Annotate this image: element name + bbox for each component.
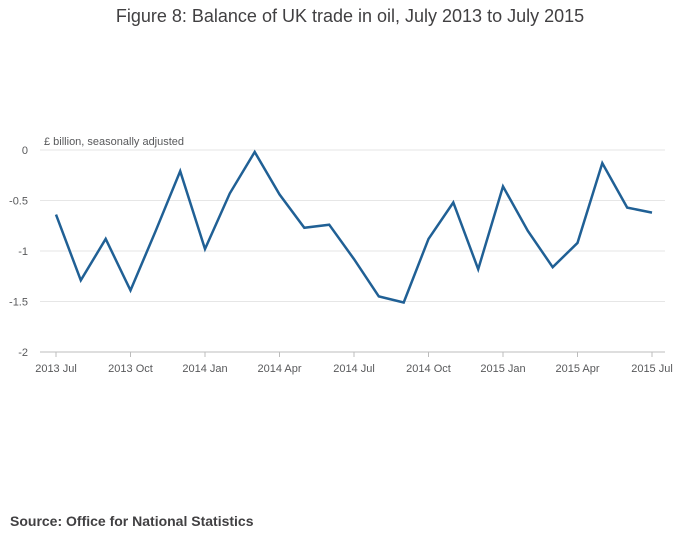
data-point[interactable] (252, 149, 258, 155)
data-point[interactable] (326, 222, 332, 228)
data-point[interactable] (202, 246, 208, 252)
data-point[interactable] (376, 293, 382, 299)
data-point[interactable] (103, 236, 109, 242)
data-point[interactable] (426, 236, 432, 242)
x-tick-label: 2014 Jul (333, 363, 375, 375)
data-point[interactable] (152, 229, 158, 235)
x-tick-label: 2014 Apr (257, 363, 301, 375)
x-tick-label: 2013 Oct (108, 363, 153, 375)
data-point[interactable] (401, 300, 407, 306)
chart-title: Figure 8: Balance of UK trade in oil, Ju… (115, 6, 585, 26)
source-note: Source: Office for National Statistics (10, 513, 254, 529)
data-point[interactable] (649, 210, 655, 216)
data-point[interactable] (227, 190, 233, 196)
x-tick-label: 2014 Jan (182, 363, 227, 375)
y-tick-label: -1 (18, 246, 28, 258)
data-point[interactable] (450, 200, 456, 206)
x-tick-label: 2015 Jan (480, 363, 525, 375)
x-axis: 2013 Jul 2013 Oct 2014 Jan 2014 Apr 2014 Jul… (35, 352, 673, 375)
series-group (53, 149, 655, 306)
y-axis-unit-label: £ billion, seasonally adjusted (44, 136, 184, 148)
y-tick-label: -2 (18, 347, 28, 359)
y-tick-label: -0.5 (9, 196, 28, 208)
data-point[interactable] (351, 256, 357, 262)
gridlines (40, 149, 665, 353)
data-point[interactable] (624, 205, 630, 211)
data-point[interactable] (301, 225, 307, 231)
x-tick-label: 2015 Apr (555, 363, 599, 375)
data-point[interactable] (277, 191, 283, 197)
data-point[interactable] (475, 266, 481, 272)
data-point[interactable] (599, 160, 605, 166)
data-point[interactable] (128, 287, 134, 293)
data-point[interactable] (177, 168, 183, 174)
data-point[interactable] (53, 212, 59, 218)
x-tick-label: 2013 Jul (35, 363, 77, 375)
x-tick-label: 2014 Oct (406, 363, 451, 375)
data-point[interactable] (500, 183, 506, 189)
data-point[interactable] (525, 228, 531, 234)
data-point[interactable] (78, 277, 84, 283)
x-tick-label: 2015 Jul (631, 363, 673, 375)
y-axis: 0 -0.5 -1 -1.5 -2 (9, 145, 28, 359)
y-tick-label: 0 (22, 145, 28, 157)
series-line (54, 149, 653, 304)
data-point[interactable] (575, 240, 581, 246)
y-tick-label: -1.5 (9, 297, 28, 309)
data-point[interactable] (550, 264, 556, 270)
